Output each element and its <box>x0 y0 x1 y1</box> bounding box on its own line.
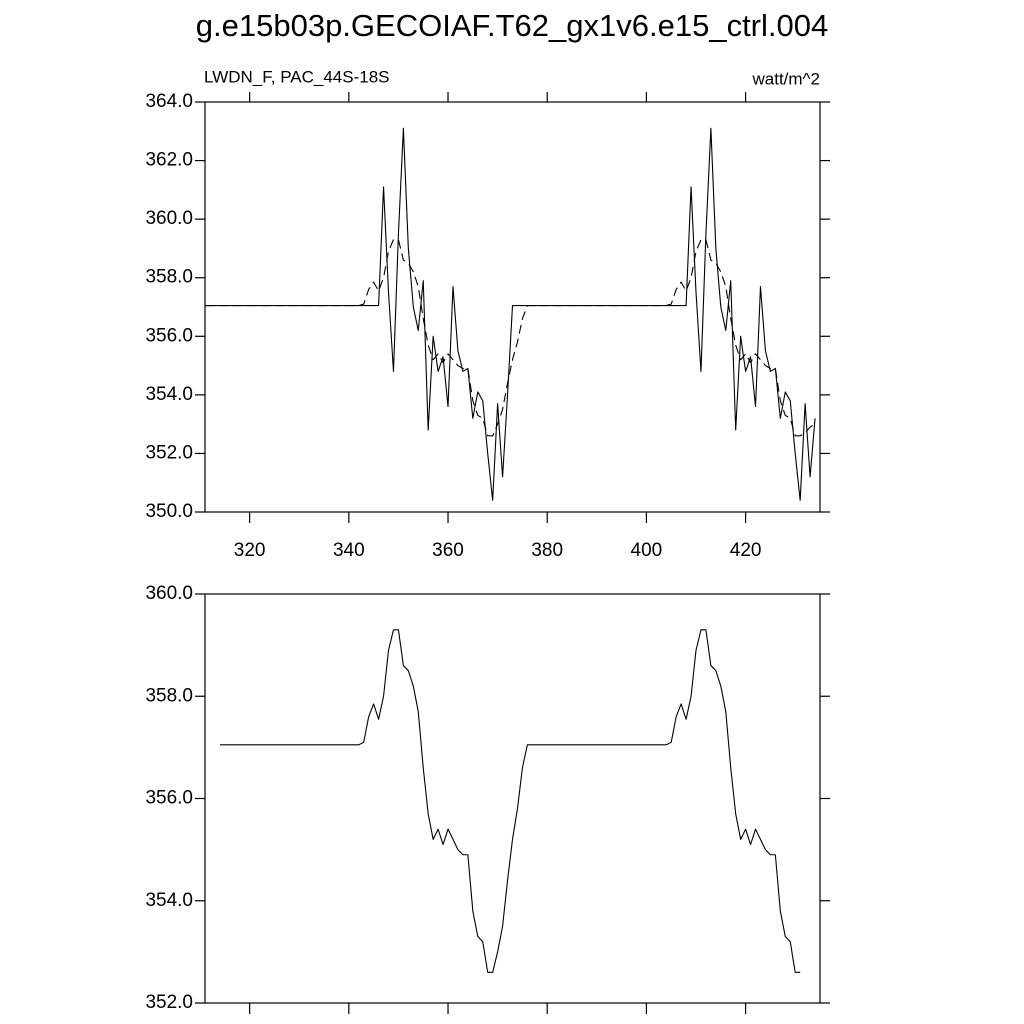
plot-frame <box>204 593 821 1004</box>
y-tick-label: 358.0 <box>145 267 193 288</box>
x-tick-label: 320 <box>234 540 266 561</box>
y-tick-label: 358.0 <box>145 685 193 706</box>
y-tick-label: 356.0 <box>145 788 193 809</box>
y-tick-label: 360.0 <box>145 208 193 229</box>
x-tick-label: 360 <box>432 540 464 561</box>
units-label: watt/m^2 <box>752 69 821 88</box>
y-tick-label: 356.0 <box>145 325 193 346</box>
x-tick-label: 380 <box>531 540 563 561</box>
y-tick-label: 352.0 <box>145 442 193 463</box>
x-tick-label: 420 <box>730 540 762 561</box>
chart-title: g.e15b03p.GECOIAF.T62_gx1v6.e15_ctrl.004 <box>196 8 828 43</box>
y-tick-label: 364.0 <box>145 91 193 112</box>
y-tick-label: 350.0 <box>145 501 193 522</box>
data-line <box>219 629 801 973</box>
y-tick-label: 354.0 <box>145 384 193 405</box>
y-tick-label: 352.0 <box>145 992 193 1013</box>
x-tick-label: 400 <box>631 540 663 561</box>
x-tick-label: 340 <box>333 540 365 561</box>
y-tick-label: 362.0 <box>145 150 193 171</box>
y-tick-label: 354.0 <box>145 890 193 911</box>
y-tick-label: 360.0 <box>145 583 193 604</box>
data-line <box>205 239 816 437</box>
plot-frame <box>204 101 821 513</box>
variable-label: LWDN_F, PAC_44S-18S <box>204 67 390 86</box>
data-line <box>205 127 816 501</box>
